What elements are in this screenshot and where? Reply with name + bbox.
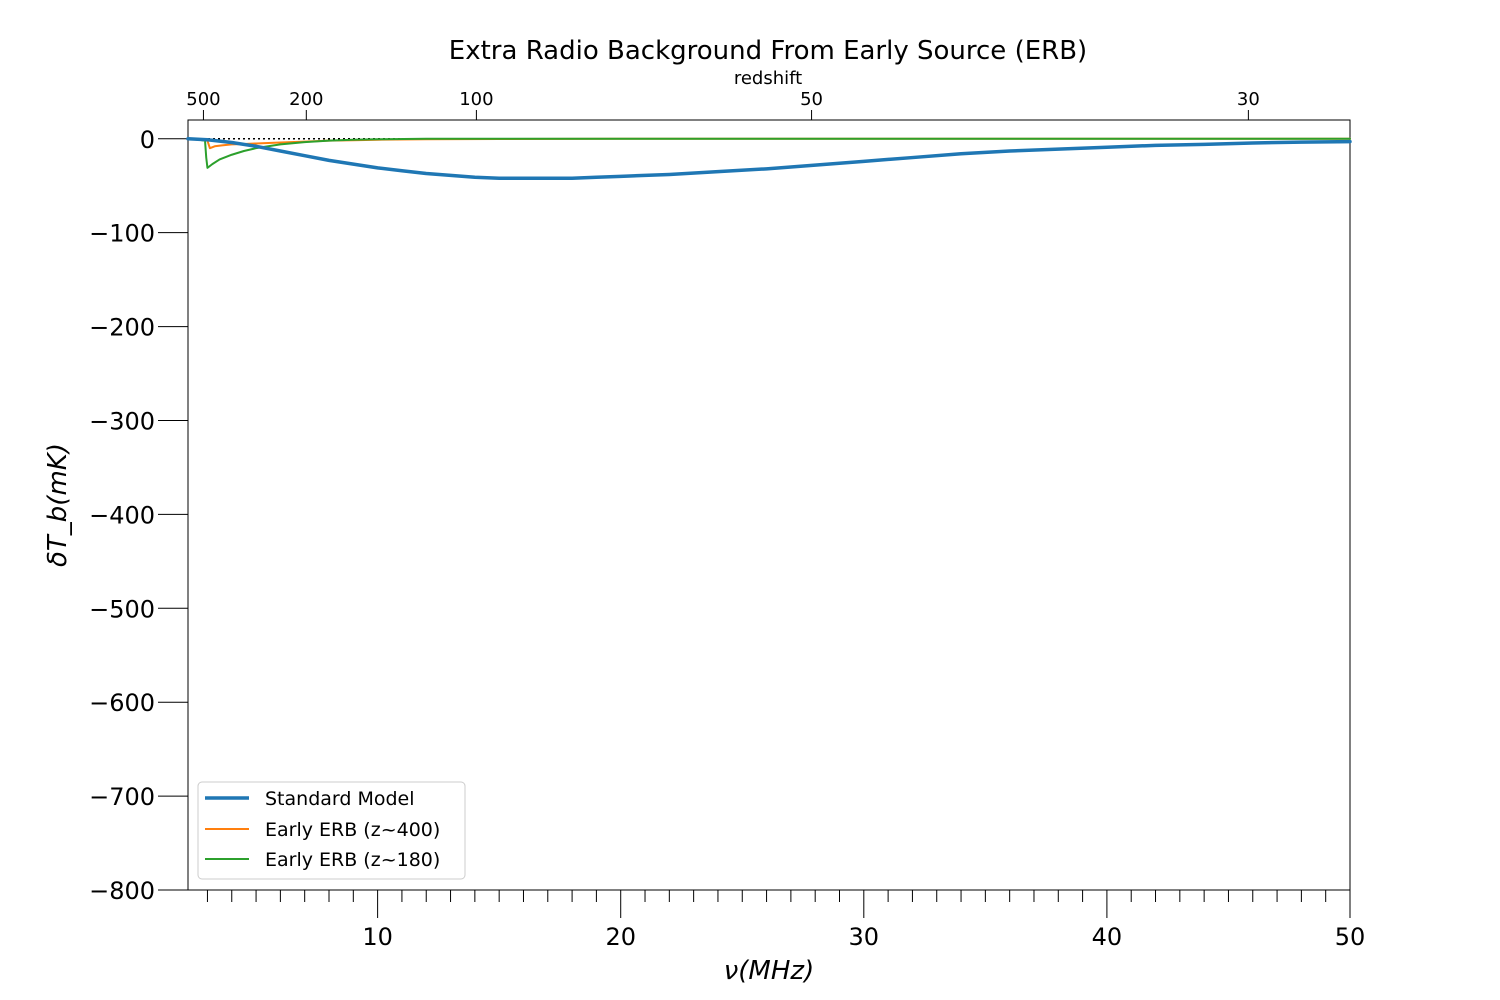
redshift-ticks: 500 200 100 50 30: [186, 89, 1260, 120]
redshift-tick-label: 50: [800, 89, 823, 110]
y-tick-label: −800: [89, 877, 155, 905]
chart-title: Extra Radio Background From Early Source…: [449, 36, 1087, 66]
legend-label-early-erb-400: Early ERB (z~400): [265, 819, 440, 841]
top-axis-label: redshift: [734, 68, 802, 89]
series-line-2: [187, 137, 1351, 169]
x-tick-label: 20: [605, 923, 636, 951]
series-lines: [186, 137, 1352, 180]
legend-box: [197, 781, 466, 880]
series-line-0: [186, 137, 1352, 180]
x-tick-label: 40: [1092, 923, 1123, 951]
x-axis-title: ν(MHz): [724, 956, 814, 986]
y-ticks: 0 −100 −200 −300 −400 −500 −600 −700 −800: [89, 126, 188, 905]
redshift-tick-label: 500: [186, 89, 220, 110]
legend-label-early-erb-180: Early ERB (z~180): [265, 849, 440, 871]
y-tick-label: 0: [140, 126, 155, 154]
x-tick-label: 30: [849, 923, 880, 951]
y-tick-label: −400: [89, 501, 155, 529]
y-tick-label: −100: [89, 220, 155, 248]
redshift-tick-label: 100: [459, 89, 493, 110]
plot-frame: [187, 119, 1351, 891]
y-tick-label: −600: [89, 689, 155, 717]
y-tick-label: −500: [89, 595, 155, 623]
legend-label-standard-model: Standard Model: [265, 788, 415, 810]
redshift-tick-label: 30: [1237, 89, 1260, 110]
legend: Standard Model Early ERB (z~400) Early E…: [197, 781, 466, 880]
y-tick-label: −200: [89, 314, 155, 342]
x-major-ticks: 10 20 30 40 50: [362, 923, 1365, 951]
x-tick-label: 50: [1335, 923, 1366, 951]
x-minor-ticks: [206, 890, 1351, 918]
y-tick-label: −300: [89, 407, 155, 435]
y-tick-label: −700: [89, 783, 155, 811]
redshift-tick-label: 200: [289, 89, 323, 110]
y-axis-title: δT_b(mK): [43, 443, 73, 567]
x-tick-label: 10: [362, 923, 393, 951]
